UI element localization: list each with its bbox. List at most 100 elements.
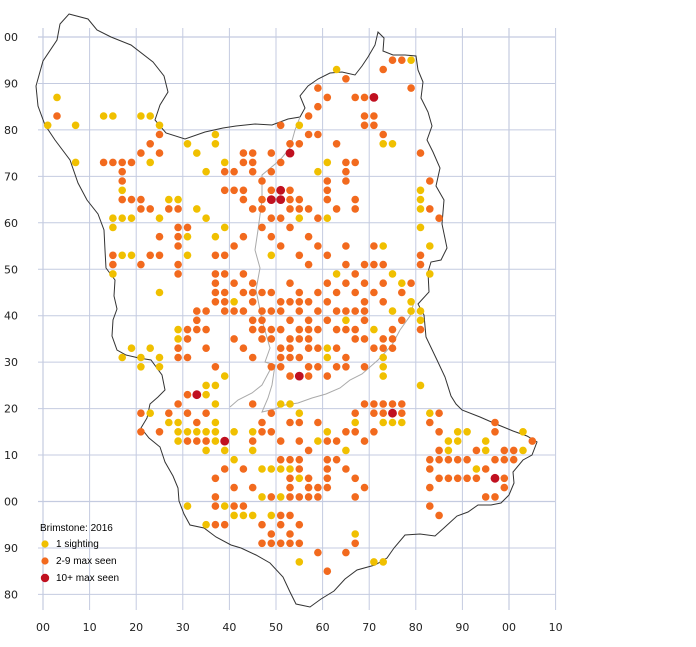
- record-dot-2-9: [286, 223, 294, 232]
- record-dot-one-sighting: [519, 428, 527, 436]
- record-dot-2-9: [248, 298, 257, 306]
- record-dot-2-9: [220, 307, 229, 315]
- record-dot-2-9: [351, 335, 360, 343]
- record-dot-2-9: [137, 205, 145, 213]
- record-dot-2-9: [286, 353, 294, 362]
- record-dot-one-sighting: [202, 167, 210, 176]
- record-dot-one-sighting: [481, 446, 490, 455]
- record-dot-2-9: [267, 149, 276, 157]
- record-dot-2-9: [276, 214, 285, 222]
- record-dot-2-9: [183, 223, 192, 232]
- record-dot-2-9: [351, 493, 360, 501]
- record-dot-2-9: [276, 307, 285, 315]
- record-dot-2-9: [370, 121, 378, 130]
- record-dot-2-9: [463, 455, 471, 464]
- record-dot-one-sighting: [127, 214, 136, 222]
- record-dot-one-sighting: [295, 121, 304, 130]
- record-dot-2-9: [137, 195, 145, 204]
- record-dot-one-sighting: [519, 446, 527, 455]
- record-dot-one-sighting: [370, 325, 378, 334]
- record-dot-2-9: [304, 260, 313, 269]
- record-dot-2-9: [183, 409, 192, 418]
- record-dot-one-sighting: [202, 214, 210, 222]
- record-dot-2-9: [304, 112, 313, 120]
- record-dot-one-sighting: [323, 353, 332, 362]
- record-dot-2-9: [314, 493, 322, 501]
- record-dot-2-9: [435, 474, 443, 483]
- record-dot-2-9: [202, 307, 210, 315]
- x-tick-label: 00: [502, 621, 516, 634]
- record-dot-2-9: [239, 158, 248, 167]
- record-dot-2-9: [286, 455, 294, 464]
- record-dot-2-9: [155, 149, 164, 157]
- record-dot-2-9: [258, 539, 266, 548]
- record-dot-2-9: [304, 344, 313, 353]
- record-dot-2-9: [500, 455, 509, 464]
- record-dot-2-9: [127, 158, 136, 167]
- record-dot-2-9: [174, 400, 182, 408]
- record-dot-2-9: [472, 446, 481, 455]
- record-dot-one-sighting: [276, 493, 285, 501]
- record-dot-2-9: [370, 344, 378, 353]
- record-dot-2-9: [426, 502, 434, 510]
- record-dot-one-sighting: [118, 251, 126, 260]
- x-tick-label: 60: [316, 621, 330, 634]
- record-dot-2-9: [351, 270, 360, 278]
- record-dot-2-9: [351, 93, 360, 102]
- record-dot-2-9: [370, 112, 378, 120]
- record-dot-2-9: [146, 140, 154, 148]
- record-dot-2-9: [314, 344, 322, 353]
- record-dot-2-9: [481, 465, 490, 473]
- record-dot-one-sighting: [426, 409, 434, 418]
- record-dot-2-9: [286, 474, 294, 483]
- record-dot-2-9: [220, 251, 229, 260]
- record-dot-2-9: [323, 372, 332, 380]
- record-dot-2-9: [295, 140, 304, 148]
- x-tick-label: 90: [455, 621, 469, 634]
- record-dot-2-9: [267, 325, 276, 334]
- record-dot-2-9: [351, 205, 360, 213]
- legend-swatch-few: [41, 557, 49, 565]
- record-dot-2-9: [435, 428, 443, 436]
- record-dot-2-9: [500, 483, 509, 492]
- record-dot-one-sighting: [211, 140, 220, 148]
- record-dot-one-sighting: [211, 130, 220, 139]
- y-tick-label: 80: [4, 588, 18, 601]
- record-dot-2-9: [342, 353, 350, 362]
- record-dot-2-9: [416, 325, 425, 334]
- record-dot-2-9: [314, 102, 322, 111]
- record-dot-2-9: [388, 325, 397, 334]
- record-dot-one-sighting: [211, 381, 220, 390]
- record-dot-one-sighting: [220, 223, 229, 232]
- record-dot-2-9: [248, 316, 257, 325]
- record-dot-2-9: [99, 158, 108, 167]
- record-dot-one-sighting: [202, 381, 210, 390]
- record-dot-2-9: [248, 167, 257, 176]
- record-dot-2-9: [332, 344, 341, 353]
- record-dot-10-plus: [285, 148, 295, 158]
- record-dot-2-9: [379, 260, 388, 269]
- record-dot-2-9: [342, 548, 350, 557]
- record-dot-2-9: [155, 251, 164, 260]
- record-dot-2-9: [239, 344, 248, 353]
- record-dot-one-sighting: [165, 418, 173, 427]
- record-dot-one-sighting: [183, 428, 192, 436]
- record-dot-2-9: [342, 325, 350, 334]
- record-dot-2-9: [360, 437, 369, 445]
- record-dot-one-sighting: [118, 214, 126, 222]
- record-dot-one-sighting: [481, 437, 490, 445]
- x-tick-label: 10: [83, 621, 97, 634]
- record-dot-2-9: [239, 195, 248, 204]
- record-dot-one-sighting: [351, 418, 360, 427]
- record-dot-2-9: [351, 474, 360, 483]
- grid-lines: [38, 28, 557, 610]
- record-dot-2-9: [230, 279, 238, 288]
- record-dot-one-sighting: [146, 344, 154, 353]
- record-dot-one-sighting: [379, 242, 388, 250]
- record-dot-one-sighting: [220, 502, 229, 510]
- record-dot-2-9: [509, 446, 518, 455]
- record-dot-2-9: [379, 279, 388, 288]
- record-dot-one-sighting: [146, 158, 154, 167]
- record-dot-one-sighting: [230, 428, 238, 436]
- record-dot-2-9: [174, 344, 182, 353]
